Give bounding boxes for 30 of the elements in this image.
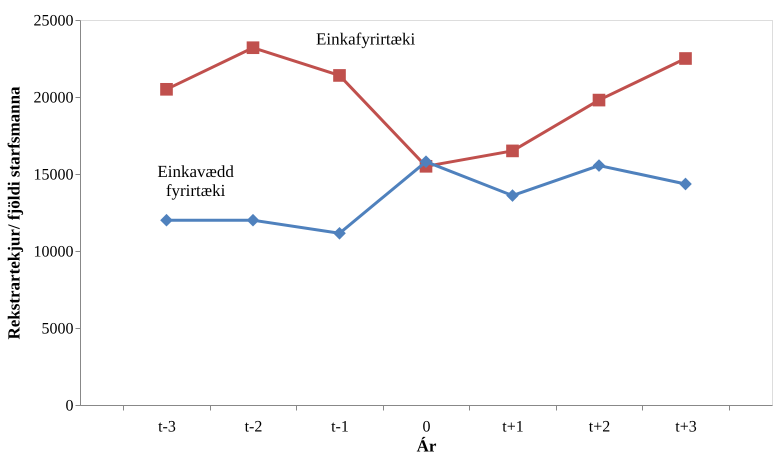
point bbox=[160, 214, 173, 227]
y-tick-label: 20000 bbox=[34, 90, 74, 106]
y-tick-label: 10000 bbox=[34, 244, 74, 260]
x-tick-label: t+3 bbox=[675, 418, 697, 436]
y-tick-label: 0 bbox=[66, 398, 74, 414]
x-axis-title: Ár bbox=[416, 436, 437, 456]
point bbox=[679, 52, 692, 65]
y-axis-title: Rekstrartekjur/ fjöldi starfsmanna bbox=[4, 86, 24, 340]
point bbox=[506, 144, 519, 158]
point bbox=[246, 214, 260, 227]
x-tick-label: t-1 bbox=[331, 418, 349, 436]
point bbox=[420, 155, 432, 168]
point bbox=[246, 41, 260, 54]
point bbox=[160, 82, 173, 96]
x-tick-label: t+1 bbox=[502, 418, 524, 436]
y-tick-label: 15000 bbox=[34, 166, 74, 184]
point bbox=[679, 178, 692, 190]
x-tick-label: t+2 bbox=[588, 418, 610, 436]
point bbox=[333, 69, 346, 82]
x-tick-label: t-3 bbox=[158, 418, 176, 436]
x-tick-label: 0 bbox=[422, 418, 430, 436]
point bbox=[333, 226, 346, 240]
point bbox=[592, 94, 606, 106]
y-tick-label: 5000 bbox=[42, 320, 74, 338]
series-label: Einkafyrirtæki bbox=[316, 30, 416, 48]
y-tick-label: 25000 bbox=[34, 12, 74, 30]
point bbox=[506, 189, 519, 202]
series-label: Einkavædd fyrirtæki bbox=[157, 162, 234, 200]
x-tick-label: t-2 bbox=[244, 418, 262, 436]
point bbox=[592, 159, 606, 172]
